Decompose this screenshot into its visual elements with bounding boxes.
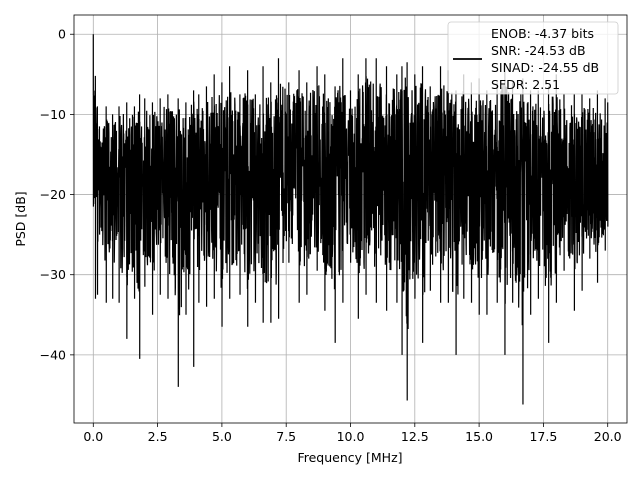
- y-axis-label: PSD [dB]: [13, 191, 28, 246]
- legend-entry-snr: SNR: -24.53 dB: [491, 43, 586, 58]
- y-axis-ticks: 0 −10 −20 −30 −40: [40, 27, 74, 362]
- x-tick-label: 5.0: [212, 429, 232, 444]
- legend-entry-enob: ENOB: -4.37 bits: [491, 26, 594, 41]
- legend-entry-sfdr: SFDR: 2.51: [491, 77, 560, 92]
- y-tick-label: −40: [40, 347, 66, 362]
- y-tick-label: −30: [40, 267, 66, 282]
- x-axis-label: Frequency [MHz]: [297, 450, 402, 465]
- psd-series-line: [92, 34, 609, 405]
- legend: ENOB: -4.37 bits SNR: -24.53 dB SINAD: -…: [447, 21, 619, 95]
- x-tick-label: 10.0: [337, 429, 365, 444]
- y-tick-label: 0: [58, 27, 66, 42]
- x-tick-label: 17.5: [529, 429, 557, 444]
- y-tick-label: −20: [40, 187, 66, 202]
- x-tick-label: 7.5: [276, 429, 296, 444]
- x-tick-label: 0.0: [83, 429, 103, 444]
- x-tick-label: 12.5: [401, 429, 429, 444]
- y-tick-label: −10: [40, 107, 66, 122]
- x-tick-label: 15.0: [465, 429, 493, 444]
- legend-entry-sinad: SINAD: -24.55 dB: [491, 60, 599, 75]
- legend-box: [447, 21, 619, 95]
- psd-trace: [92, 34, 609, 405]
- x-tick-label: 20.0: [594, 429, 622, 444]
- x-axis-ticks: 0.0 2.5 5.0 7.5 10.0 12.5 15.0 17.5 20.0: [83, 423, 622, 444]
- x-tick-label: 2.5: [148, 429, 168, 444]
